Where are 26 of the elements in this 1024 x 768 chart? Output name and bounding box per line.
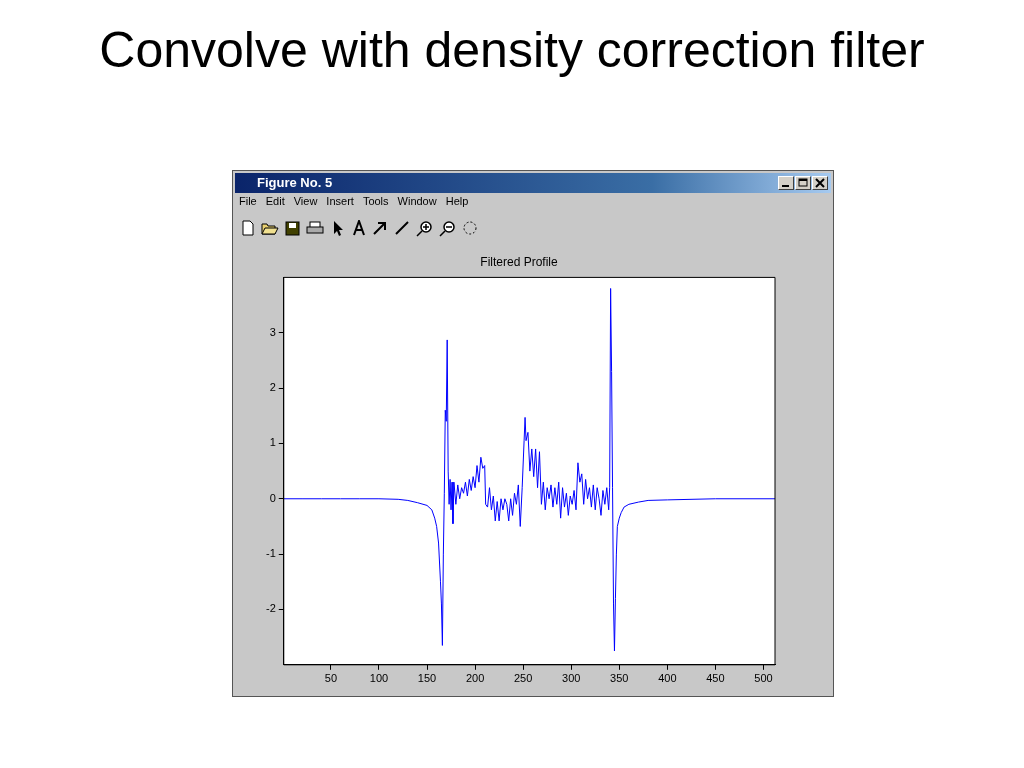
x-tick-label: 200 xyxy=(465,672,485,685)
x-tick-label: 50 xyxy=(324,672,338,685)
text: File xyxy=(239,195,257,207)
y-tick-label: -1 xyxy=(266,547,276,560)
x-tick-label: 450 xyxy=(706,672,725,685)
x-tick-label: 250 xyxy=(513,672,533,685)
text: Tools xyxy=(362,195,389,207)
y-tick-label: 2 xyxy=(269,381,276,394)
text: Figure No. 5 xyxy=(257,175,333,190)
x-tick-label: 500 xyxy=(754,672,773,685)
text: Help xyxy=(445,195,469,207)
chart-title: Convolve with density correction filter xyxy=(98,22,926,78)
chart-subtitle: Filtered Profile xyxy=(480,254,558,269)
y-tick-label: 0 xyxy=(269,491,276,504)
text: View xyxy=(293,195,318,207)
y-tick-label: 1 xyxy=(269,436,276,449)
text: Window xyxy=(397,195,437,207)
x-tick-label: 300 xyxy=(562,672,581,685)
text: Insert xyxy=(326,195,354,207)
x-tick-label: 100 xyxy=(369,672,389,685)
y-tick-label: -2 xyxy=(266,602,276,615)
x-tick-label: 350 xyxy=(610,672,629,685)
x-tick-label: 400 xyxy=(658,672,677,685)
text: Edit xyxy=(265,195,285,207)
y-tick-label: 3 xyxy=(269,325,276,338)
x-tick-label: 150 xyxy=(417,672,437,685)
